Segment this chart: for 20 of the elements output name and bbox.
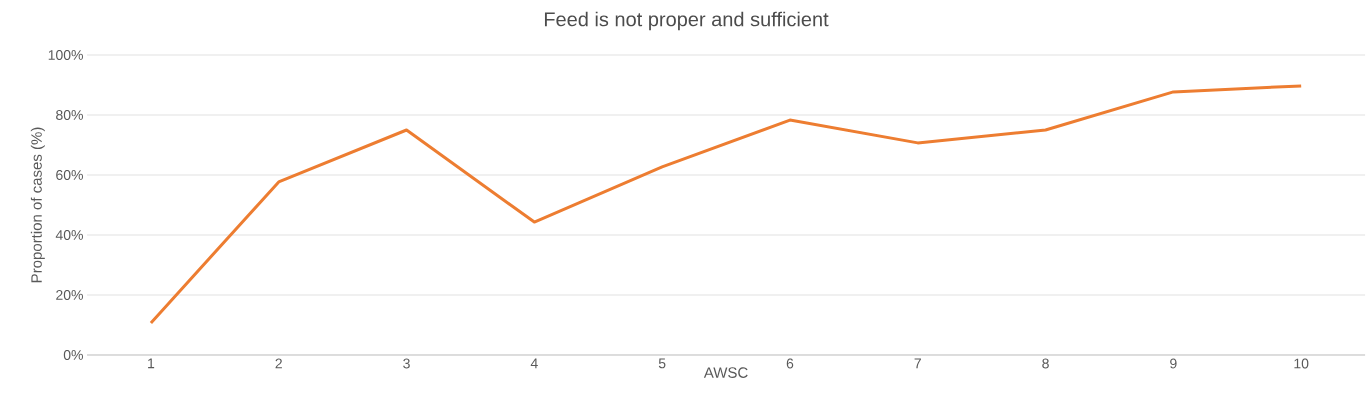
y-tick-label: 20% <box>56 290 83 300</box>
y-tick-label: 40% <box>55 230 83 240</box>
x-tick-label: 6 <box>786 358 794 369</box>
x-tick-label: 5 <box>658 358 666 369</box>
y-tick-label: 60% <box>56 170 83 180</box>
y-axis-title: Proportion of cases (%) <box>30 127 45 283</box>
x-tick-label: 8 <box>1042 358 1049 369</box>
y-tick-label: 100% <box>48 50 83 60</box>
x-tick-label: 7 <box>914 358 921 369</box>
x-tick-label: 1 <box>148 358 155 369</box>
x-axis-title: AWSC <box>703 367 748 378</box>
x-tick-label: 10 <box>1294 358 1309 369</box>
x-tick-label: 9 <box>1170 358 1177 369</box>
x-tick-label: 2 <box>275 358 282 369</box>
y-tick-label: 80% <box>56 110 83 120</box>
chart-title: Feed is not proper and sufficient <box>544 11 829 31</box>
y-tick-label: 0% <box>63 350 83 360</box>
line-series <box>149 84 1303 325</box>
x-tick-label: 3 <box>403 358 410 369</box>
x-tick-label: 4 <box>530 358 538 369</box>
